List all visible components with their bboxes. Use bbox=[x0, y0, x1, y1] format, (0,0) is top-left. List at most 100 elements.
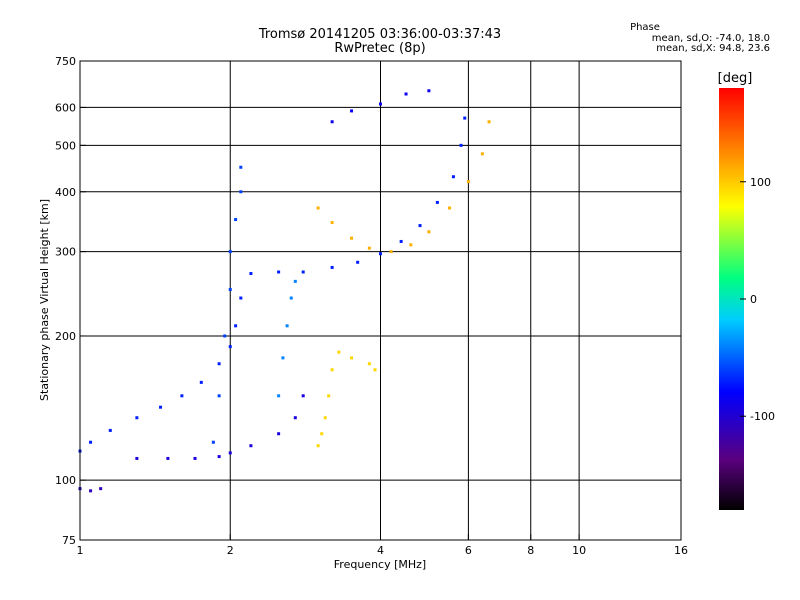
data-point bbox=[337, 350, 341, 354]
x-tick-label: 4 bbox=[377, 544, 384, 557]
data-point bbox=[199, 380, 203, 384]
x-tick-label: 16 bbox=[674, 544, 688, 557]
data-point bbox=[379, 252, 382, 256]
data-point bbox=[193, 456, 197, 460]
colorbar bbox=[719, 88, 744, 510]
data-point bbox=[108, 428, 112, 432]
data-point bbox=[89, 489, 93, 493]
data-point bbox=[350, 109, 354, 113]
colorbar-tick-label: 100 bbox=[750, 176, 771, 189]
data-point bbox=[217, 362, 221, 366]
axis-ticks: 1 2 4 6 8 10 16 75 100 200 300 400 500 600 750 bbox=[55, 55, 688, 557]
data-point bbox=[249, 444, 253, 448]
y-tick-label: 600 bbox=[55, 101, 76, 114]
data-point bbox=[463, 116, 467, 120]
data-point bbox=[404, 92, 408, 96]
phase-stat-o: mean, sd,O: -74.0, 18.0 bbox=[651, 33, 770, 44]
data-point bbox=[277, 394, 281, 398]
data-point bbox=[379, 102, 382, 106]
data-point bbox=[316, 444, 320, 448]
data-point bbox=[316, 206, 320, 210]
data-point bbox=[223, 334, 227, 338]
data-point bbox=[234, 218, 238, 222]
data-point bbox=[399, 239, 403, 243]
data-point bbox=[427, 89, 431, 93]
data-point bbox=[418, 224, 422, 228]
phase-title: Phase bbox=[630, 22, 660, 33]
data-point bbox=[135, 416, 139, 420]
y-tick-label: 75 bbox=[62, 534, 76, 547]
data-point bbox=[228, 451, 232, 455]
x-tick-label: 10 bbox=[572, 544, 586, 557]
y-axis-label: Stationary phase Virtual Height [km] bbox=[38, 199, 51, 401]
data-point bbox=[330, 368, 334, 372]
data-point bbox=[323, 416, 327, 420]
data-point bbox=[293, 416, 297, 420]
data-point bbox=[239, 190, 243, 194]
data-point bbox=[356, 260, 360, 264]
data-point bbox=[217, 394, 221, 398]
chart-title: Tromsø 20141205 03:36:00-03:37:43 bbox=[258, 27, 502, 42]
x-tick-label: 6 bbox=[465, 544, 472, 557]
data-point bbox=[239, 165, 243, 169]
y-tick-label: 750 bbox=[55, 55, 76, 68]
grid-lines bbox=[80, 61, 681, 540]
y-tick-label: 200 bbox=[55, 330, 76, 343]
data-point bbox=[448, 206, 452, 210]
data-point bbox=[285, 324, 289, 328]
data-point bbox=[89, 440, 93, 444]
data-point bbox=[367, 246, 371, 250]
data-point bbox=[367, 362, 371, 366]
data-point bbox=[228, 345, 232, 349]
x-tick-label: 1 bbox=[77, 544, 84, 557]
data-points bbox=[78, 89, 491, 493]
y-tick-label: 300 bbox=[55, 246, 76, 259]
data-point bbox=[451, 175, 455, 179]
y-tick-label: 500 bbox=[55, 139, 76, 152]
data-point bbox=[330, 120, 334, 124]
data-point bbox=[228, 288, 232, 292]
colorbar-label: [deg] bbox=[718, 71, 753, 86]
data-point bbox=[327, 394, 331, 398]
data-point bbox=[277, 432, 281, 436]
data-point bbox=[480, 152, 484, 156]
data-point bbox=[281, 356, 285, 360]
data-point bbox=[301, 394, 305, 398]
colorbar-tick-label: -100 bbox=[750, 410, 775, 423]
colorbar-ticks: 100 0 -100 bbox=[740, 176, 775, 423]
y-tick-label: 100 bbox=[55, 474, 76, 487]
data-point bbox=[211, 440, 215, 444]
data-point bbox=[239, 296, 243, 300]
data-point bbox=[320, 432, 324, 436]
x-tick-label: 8 bbox=[527, 544, 534, 557]
data-point bbox=[249, 272, 253, 276]
data-point bbox=[487, 120, 491, 124]
data-point bbox=[166, 456, 170, 460]
data-point bbox=[459, 143, 463, 147]
y-tick-label: 400 bbox=[55, 186, 76, 199]
data-point bbox=[466, 180, 470, 184]
chart-subtitle: RwPretec (8p) bbox=[334, 41, 426, 56]
x-axis-label: Frequency [MHz] bbox=[334, 558, 426, 571]
data-point bbox=[180, 394, 184, 398]
data-point bbox=[373, 368, 377, 372]
data-point bbox=[159, 405, 163, 409]
data-point bbox=[228, 250, 232, 254]
data-point bbox=[330, 265, 334, 269]
data-point bbox=[350, 236, 354, 240]
data-point bbox=[99, 487, 103, 491]
data-point bbox=[409, 243, 413, 247]
data-point bbox=[389, 250, 393, 254]
data-point bbox=[427, 230, 431, 234]
data-point bbox=[293, 279, 297, 283]
data-point bbox=[435, 200, 439, 204]
data-point bbox=[301, 270, 305, 274]
data-point bbox=[277, 270, 281, 274]
data-point bbox=[234, 324, 238, 328]
data-point bbox=[135, 456, 139, 460]
data-point bbox=[289, 296, 293, 300]
phase-stat-x: mean, sd,X: 94.8, 23.6 bbox=[656, 43, 770, 54]
colorbar-tick-label: 0 bbox=[750, 293, 757, 306]
data-point bbox=[330, 221, 334, 225]
